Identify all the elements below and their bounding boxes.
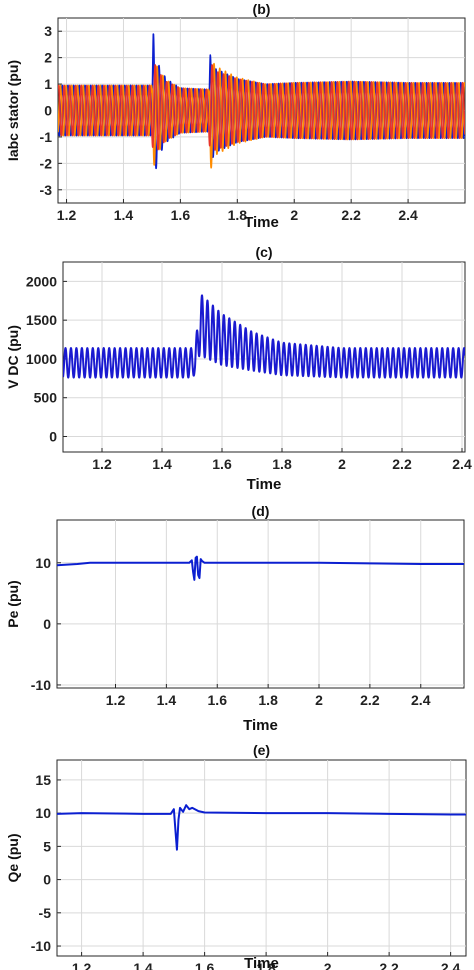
x-tick-label: 1.2 (72, 960, 92, 970)
y-tick-label: -5 (39, 905, 52, 921)
x-tick-label: 1.2 (57, 207, 77, 223)
y-tick-label: 5 (43, 838, 51, 854)
x-tick-label: 2.2 (392, 456, 412, 472)
x-tick-label: 2.2 (360, 692, 380, 708)
x-tick-label: 2 (290, 207, 298, 223)
chart-title: (c) (255, 244, 272, 260)
plot-area (56, 759, 467, 957)
y-tick-label: -1 (40, 129, 53, 145)
series-line-1 (63, 294, 465, 379)
x-tick-label: 2.4 (411, 692, 431, 708)
y-tick-label: 2 (44, 50, 52, 66)
y-tick-label: 2000 (26, 273, 57, 289)
x-tick-label: 1.6 (212, 456, 232, 472)
series-line-1 (57, 555, 464, 581)
series-line-1 (57, 804, 466, 851)
x-tick-label: 1.6 (208, 692, 228, 708)
x-tick-label: 2.4 (441, 960, 461, 970)
series-group (58, 33, 465, 170)
y-tick-label: -2 (40, 155, 53, 171)
y-tick-label: 3 (44, 23, 52, 39)
y-axis-label: V DC (pu) (5, 325, 21, 389)
x-tick-label: 1.4 (157, 692, 177, 708)
x-tick-label: 2 (338, 456, 346, 472)
x-tick-label: 1.2 (106, 692, 126, 708)
x-tick-label: 1.6 (171, 207, 191, 223)
y-tick-label: 0 (49, 428, 57, 444)
y-tick-label: 0 (43, 872, 51, 888)
y-tick-label: 1000 (26, 351, 57, 367)
x-tick-label: 1.4 (133, 960, 153, 970)
x-axis-label: Time (247, 476, 282, 493)
chart-panel-d: 1.2 1.4 1.6 1.8 2 2.2 2.4 -10 0 10 (d) Time Pe (pu) (5, 503, 465, 734)
x-tick-label: 2.2 (341, 207, 361, 223)
chart-title: (e) (253, 742, 270, 758)
y-tick-label: 0 (44, 103, 52, 119)
x-tick-label: 1.8 (272, 456, 292, 472)
x-tick-label: 1.4 (114, 207, 134, 223)
y-axis-label: Qe (pu) (5, 834, 21, 883)
series-group (57, 555, 464, 581)
y-axis-label: Pe (pu) (5, 580, 21, 627)
x-tick-label: 1.8 (258, 692, 278, 708)
x-tick-label: 2 (315, 692, 323, 708)
y-tick-label: -10 (31, 677, 51, 693)
x-tick-label: 1.8 (228, 207, 248, 223)
y-tick-label: 10 (35, 805, 51, 821)
y-tick-label: -10 (31, 938, 51, 954)
chart-title: (b) (253, 1, 271, 17)
x-tick-label: 1.2 (92, 456, 112, 472)
chart-panel-b: 1.2 1.4 1.6 1.8 2 2.2 2.4 -3 -2 -1 0 1 2 3 (b) Time Iabc… (5, 1, 466, 231)
plot-area (56, 519, 465, 689)
y-tick-label: 1500 (26, 312, 57, 328)
chart-panel-c: 1.2 1.4 1.6 1.8 2 2.2 2.4 0 500 1000 1500 2000 (c) Ti… (5, 244, 472, 493)
x-axis-label: Time (243, 717, 278, 734)
y-tick-label: 15 (35, 772, 51, 788)
x-tick-label: 1.4 (152, 456, 172, 472)
series-line-3 (58, 64, 465, 151)
x-axis-label: Time (244, 955, 279, 970)
series-group (57, 804, 466, 851)
y-tick-label: 1 (44, 76, 52, 92)
series-group (63, 294, 465, 379)
y-tick-label: 0 (43, 616, 51, 632)
y-tick-label: 10 (35, 555, 51, 571)
x-tick-label: 2.4 (452, 456, 472, 472)
y-tick-label: -3 (40, 182, 53, 198)
chart-title: (d) (252, 503, 270, 519)
x-tick-label: 2 (324, 960, 332, 970)
chart-panel-e: 1.2 1.4 1.6 1.8 2 2.2 2.4 -10 -5 0 5 10 15 (e) Time Qe … (5, 742, 467, 970)
x-axis-label: Time (244, 214, 279, 231)
x-tick-label: 2.4 (398, 207, 418, 223)
x-tick-label: 2.2 (379, 960, 399, 970)
y-axis-label: Iabc stator (pu) (5, 60, 21, 161)
y-tick-label: 500 (34, 390, 58, 406)
x-tick-label: 1.6 (195, 960, 215, 970)
x-tick-label: 1.8 (256, 960, 276, 970)
